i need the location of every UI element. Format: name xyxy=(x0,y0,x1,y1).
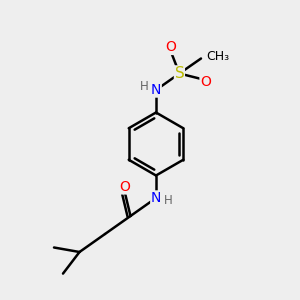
Text: O: O xyxy=(166,40,176,54)
Text: O: O xyxy=(120,180,130,194)
Text: H: H xyxy=(164,194,173,207)
Text: N: N xyxy=(151,191,161,205)
Text: CH₃: CH₃ xyxy=(206,50,230,63)
Text: S: S xyxy=(175,66,184,81)
Text: O: O xyxy=(200,76,211,89)
Text: N: N xyxy=(151,83,161,97)
Text: H: H xyxy=(140,80,149,93)
